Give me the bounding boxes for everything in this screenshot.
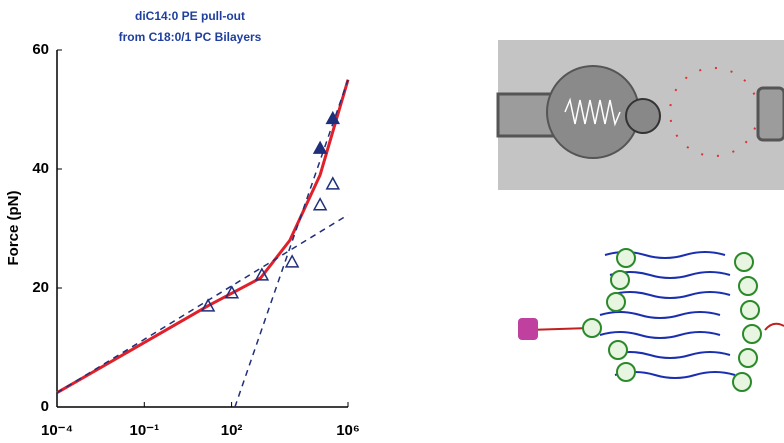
asymptote-line: [56, 214, 349, 394]
lipid-head: [616, 248, 636, 268]
y-tick-label: 0: [41, 398, 49, 415]
lipid-head: [734, 252, 754, 272]
lipid-tail: [609, 271, 731, 279]
tether: [527, 327, 591, 331]
asymptote-line: [234, 79, 349, 408]
data-point: [254, 267, 270, 281]
data-point: [312, 197, 328, 211]
lipid-tail: [609, 291, 731, 299]
lipid-head: [738, 276, 758, 296]
lipid-head: [616, 362, 636, 382]
lipid-head: [742, 324, 762, 344]
lipid-head: [740, 300, 760, 320]
y-axis-label: Force (pN): [5, 190, 22, 265]
bead-icon: [518, 318, 538, 340]
data-point: [200, 298, 216, 312]
bead: [625, 98, 661, 134]
data-point: [224, 285, 240, 299]
spring: [564, 97, 621, 127]
chart-title: from C18:0/1 PC Bilayers: [119, 30, 262, 44]
micrograph: [496, 40, 784, 190]
y-tick-label: 60: [32, 41, 49, 58]
lipid-tail: [609, 351, 731, 359]
lipid-head: [732, 372, 752, 392]
x-tick-label: 10⁻¹: [129, 422, 159, 439]
tether-right: [764, 322, 784, 331]
x-tick-label: 10²: [221, 422, 243, 439]
x-tick-label: 10⁻⁴: [41, 422, 73, 439]
lipid-head: [738, 348, 758, 368]
lipid-head: [606, 292, 626, 312]
lipid-head: [582, 318, 602, 338]
data-point: [325, 176, 341, 190]
y-tick-label: 20: [32, 279, 49, 296]
micropipette-right: [756, 86, 784, 142]
lipid-tail: [599, 331, 721, 339]
chart: diC14:0 PE pull-out from C18:0/1 PC Bila…: [5, 9, 360, 439]
data-point: [312, 140, 328, 154]
fit-line: [56, 79, 350, 395]
data-point: [284, 254, 300, 268]
lipid-head: [610, 270, 630, 290]
data-point: [325, 110, 341, 125]
bilayer-illustration: [518, 248, 784, 392]
chart-title: diC14:0 PE pull-out: [135, 9, 245, 23]
lipid-tail: [599, 311, 721, 319]
y-tick-label: 40: [32, 160, 49, 177]
x-tick-label: 10⁶: [336, 422, 360, 439]
lipid-head: [608, 340, 628, 360]
